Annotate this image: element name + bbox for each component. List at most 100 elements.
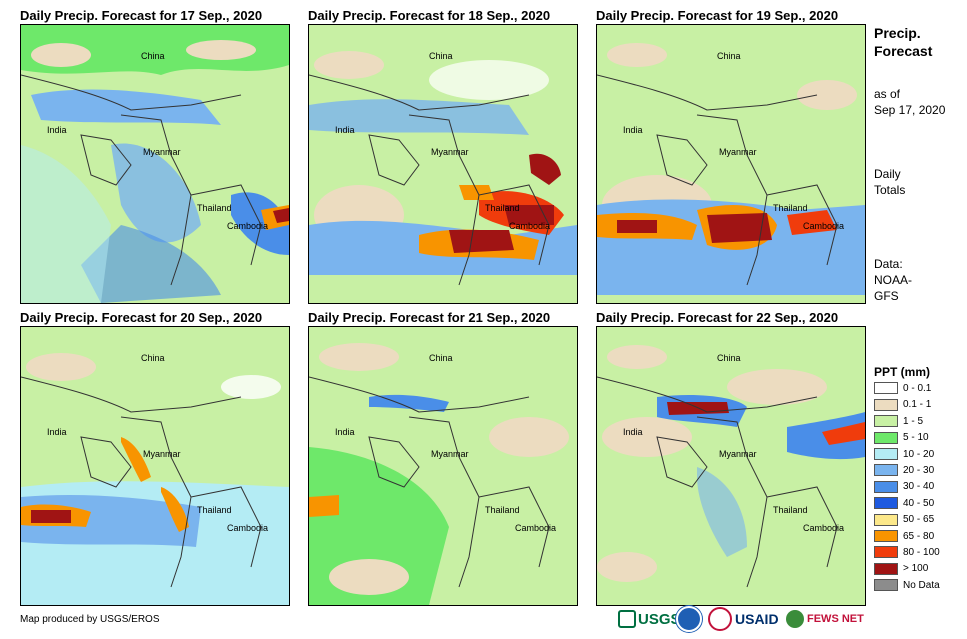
panel-title-2: Daily Precip. Forecast for 18 Sep., 2020 xyxy=(308,8,551,23)
legend-item: 80 - 100 xyxy=(874,545,940,560)
panel-title-4: Daily Precip. Forecast for 20 Sep., 2020 xyxy=(20,310,263,325)
sidebar-title: Precip. Forecast xyxy=(874,24,932,60)
fewsnet-logo-text: FEWS NET xyxy=(807,613,864,625)
legend-swatch xyxy=(874,464,898,477)
legend-swatch xyxy=(874,562,898,575)
forecast-map-21sep: China India Myanmar Thailand Cambodia xyxy=(308,326,578,606)
sidebar-title-line1: Precip. xyxy=(874,25,921,41)
sidebar-title-line2: Forecast xyxy=(874,43,933,59)
label-myanmar: Myanmar xyxy=(719,449,757,459)
legend-item: 1 - 5 xyxy=(874,414,923,429)
legend-label: 1 - 5 xyxy=(903,415,924,427)
legend-swatch xyxy=(874,382,898,395)
label-china: China xyxy=(429,353,453,363)
legend-swatch xyxy=(874,398,898,411)
usgs-logo-mark xyxy=(618,610,636,628)
label-thailand: Thailand xyxy=(197,505,232,515)
label-myanmar: Myanmar xyxy=(143,449,181,459)
sidebar-data-source: Data: NOAA- GFS xyxy=(874,256,912,304)
label-china: China xyxy=(141,353,165,363)
panel-title-5: Daily Precip. Forecast for 21 Sep., 2020 xyxy=(308,310,551,325)
legend-swatch xyxy=(874,480,898,493)
legend-swatch xyxy=(874,579,898,592)
usaid-logo: USAID xyxy=(708,606,779,632)
label-cambodia: Cambodia xyxy=(803,523,844,533)
legend-label: 0.1 - 1 xyxy=(903,399,932,411)
legend-swatch xyxy=(874,513,898,526)
legend-swatch xyxy=(874,415,898,428)
legend-label: 0 - 0.1 xyxy=(903,383,932,394)
data-line3: GFS xyxy=(874,289,899,303)
legend-swatch xyxy=(874,431,898,444)
data-line1: Data: xyxy=(874,257,903,271)
forecast-map-20sep: China India Myanmar Thailand Cambodia xyxy=(20,326,290,606)
totals-line1: Daily xyxy=(874,167,901,181)
legend-item: 50 - 65 xyxy=(874,512,934,527)
legend-item: 10 - 20 xyxy=(874,447,934,462)
forecast-map-17sep: China India Myanmar Thailand Cambodia xyxy=(20,24,290,304)
legend-item: 0.1 - 1 xyxy=(874,397,931,412)
label-thailand: Thailand xyxy=(773,505,808,515)
legend-label: 10 - 20 xyxy=(903,448,935,460)
forecast-map-22sep: China India Myanmar Thailand Cambodia xyxy=(596,326,866,606)
legend-label: 20 - 30 xyxy=(903,465,935,476)
fewsnet-globe-icon xyxy=(786,610,804,628)
legend-swatch xyxy=(874,529,898,542)
legend-swatch xyxy=(874,447,898,460)
usgs-logo-text: USGS xyxy=(638,610,681,628)
label-china: China xyxy=(429,51,453,61)
footer-credit: Map produced by USGS/EROS xyxy=(20,614,160,625)
legend-item: 20 - 30 xyxy=(874,463,934,478)
legend-label: 80 - 100 xyxy=(903,547,940,558)
data-line2: NOAA- xyxy=(874,273,913,287)
label-myanmar: Myanmar xyxy=(719,147,757,157)
legend-label: 50 - 65 xyxy=(903,514,935,526)
totals-line2: Totals xyxy=(874,183,906,197)
label-india: India xyxy=(335,125,355,135)
label-myanmar: Myanmar xyxy=(143,147,181,157)
legend-label: 5 - 10 xyxy=(903,432,929,444)
label-cambodia: Cambodia xyxy=(227,523,268,533)
legend-item: 5 - 10 xyxy=(874,430,929,445)
usgs-logo: USGS xyxy=(618,606,681,632)
usaid-logo-text: USAID xyxy=(735,611,779,627)
label-india: India xyxy=(623,125,643,135)
legend-label: > 100 xyxy=(903,563,929,575)
panel-title-3: Daily Precip. Forecast for 19 Sep., 2020 xyxy=(596,8,839,23)
sidebar-totals: Daily Totals xyxy=(874,166,905,198)
asof-line1: as of xyxy=(874,87,901,101)
legend-item: 40 - 50 xyxy=(874,496,934,511)
fewsnet-logo: FEWS NET xyxy=(786,606,864,632)
legend-label: 30 - 40 xyxy=(903,481,935,493)
label-thailand: Thailand xyxy=(485,203,520,213)
forecast-map-19sep: China India Myanmar Thailand Cambodia xyxy=(596,24,866,304)
panel-title-1: Daily Precip. Forecast for 17 Sep., 2020 xyxy=(20,8,263,23)
legend-item: > 100 xyxy=(874,561,928,576)
legend-label: No Data xyxy=(903,579,940,591)
legend-label: 40 - 50 xyxy=(903,497,935,509)
legend-swatch xyxy=(874,497,898,510)
label-china: China xyxy=(717,353,741,363)
legend-swatch xyxy=(874,546,898,559)
sidebar-asof: as of Sep 17, 2020 xyxy=(874,86,945,118)
label-cambodia: Cambodia xyxy=(227,221,268,231)
label-thailand: Thailand xyxy=(773,203,808,213)
label-thailand: Thailand xyxy=(197,203,232,213)
legend-title: PPT (mm) xyxy=(874,365,931,379)
label-myanmar: Myanmar xyxy=(431,449,469,459)
label-india: India xyxy=(335,427,355,437)
label-cambodia: Cambodia xyxy=(803,221,844,231)
label-myanmar: Myanmar xyxy=(431,147,469,157)
legend-label: 65 - 80 xyxy=(903,530,935,542)
label-china: China xyxy=(141,51,165,61)
label-cambodia: Cambodia xyxy=(515,523,556,533)
label-thailand: Thailand xyxy=(485,505,520,515)
label-india: India xyxy=(47,427,67,437)
legend-item: No Data xyxy=(874,578,940,593)
panel-title-6: Daily Precip. Forecast for 22 Sep., 2020 xyxy=(596,310,839,325)
label-india: India xyxy=(47,125,67,135)
usaid-seal-icon xyxy=(708,607,732,631)
forecast-map-18sep: China India Myanmar Thailand Cambodia xyxy=(308,24,578,304)
label-india: India xyxy=(623,427,643,437)
legend-item: 65 - 80 xyxy=(874,529,934,544)
